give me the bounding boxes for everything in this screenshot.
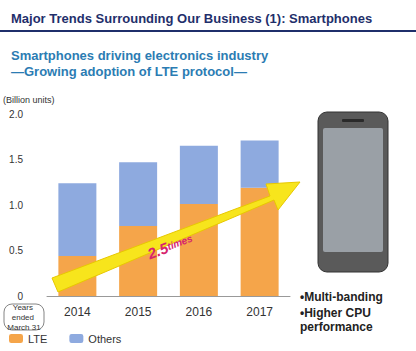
svg-text:Others: Others (88, 333, 122, 345)
svg-text:•Multi-banding: •Multi-banding (300, 290, 383, 304)
svg-text:0: 0 (17, 291, 23, 302)
svg-text:LTE: LTE (28, 333, 47, 345)
svg-text:•Higher CPU: •Higher CPU (300, 306, 374, 320)
svg-text:Years: Years (13, 303, 35, 312)
svg-text:performance: performance (300, 320, 373, 334)
svg-text:Smartphones driving electronic: Smartphones driving electronics industry (11, 48, 269, 63)
svg-text:(Billion units): (Billion units) (3, 95, 55, 105)
svg-text:2016: 2016 (186, 305, 213, 319)
svg-text:2017: 2017 (246, 305, 273, 319)
svg-text:ended: ended (12, 313, 36, 322)
svg-text:1.5: 1.5 (9, 154, 23, 165)
svg-text:1.0: 1.0 (9, 200, 23, 211)
svg-text:2.0: 2.0 (9, 109, 23, 120)
svg-text:—Growing adoption of LTE proto: —Growing adoption of LTE protocol— (11, 64, 247, 79)
svg-text:2.5: 2.5 (145, 239, 171, 263)
svg-text:2015: 2015 (125, 305, 152, 319)
svg-text:times: times (166, 232, 195, 252)
svg-text:2014: 2014 (64, 305, 91, 319)
svg-text:Major Trends Surrounding Our B: Major Trends Surrounding Our Business (1… (11, 11, 372, 26)
svg-text:March 31: March 31 (7, 323, 41, 332)
svg-text:0.5: 0.5 (9, 245, 23, 256)
